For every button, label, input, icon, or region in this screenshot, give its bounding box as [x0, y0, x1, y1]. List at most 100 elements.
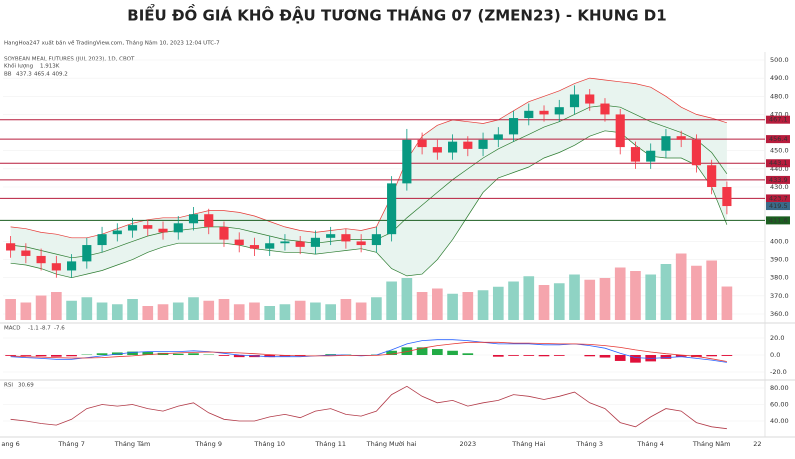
volume-bar	[569, 275, 580, 321]
macd-bar	[493, 355, 504, 357]
y-tick-label: 500.0	[770, 56, 789, 64]
candle-body	[311, 238, 320, 247]
volume-bar	[478, 290, 489, 320]
volume-bar	[676, 254, 687, 321]
candle-body	[478, 140, 487, 149]
candle-body	[616, 114, 625, 147]
candle-body	[67, 261, 76, 270]
volume-bar	[5, 299, 16, 320]
macd-bar	[706, 355, 717, 356]
macd-bar	[600, 355, 611, 358]
candle-body	[341, 234, 350, 241]
y-tick-label: 370.0	[770, 292, 789, 300]
volume-bar	[36, 296, 47, 321]
candle-body	[448, 142, 457, 153]
y-tick-label: 430.0	[770, 183, 789, 191]
candle-body	[677, 136, 686, 140]
candle-body	[113, 231, 122, 235]
x-tick-label: Tháng Mười hai	[366, 440, 417, 448]
volume-bar	[661, 264, 672, 320]
volume-bar	[356, 303, 367, 321]
y-tick-label: -20.0	[770, 368, 787, 376]
candle-body	[357, 241, 366, 245]
macd-bar	[188, 353, 199, 355]
candle-body	[524, 111, 533, 118]
volume-name: Khối lượng	[4, 63, 33, 70]
volume-bar	[386, 282, 397, 321]
volume-bar	[600, 278, 611, 320]
candle-body	[280, 241, 289, 243]
candle-body	[418, 140, 427, 147]
macd-bar	[432, 349, 443, 355]
candle-body	[219, 227, 228, 240]
volume-bar	[615, 268, 626, 321]
macd-bar	[661, 355, 672, 359]
volume-bar	[325, 304, 336, 320]
macd-signal-last: -7.6	[54, 326, 65, 332]
macd-bar	[66, 355, 77, 356]
volume-bar	[264, 306, 275, 320]
volume-bar	[691, 266, 702, 320]
macd-hist-last: -1.1	[28, 326, 39, 332]
volume-bar	[508, 282, 519, 321]
x-tick-label: Tháng Hai	[511, 440, 545, 448]
candle-body	[555, 107, 564, 114]
candle-body	[204, 214, 213, 227]
volume-bar	[417, 292, 428, 320]
volume-bar	[402, 278, 413, 320]
macd-bar	[523, 355, 534, 356]
macd-bar	[584, 355, 595, 356]
volume-bar	[295, 301, 306, 320]
y-tick-label: 20.0	[770, 334, 784, 342]
candle-body	[52, 263, 61, 270]
candle-body	[387, 183, 396, 234]
volume-bar	[249, 303, 260, 321]
volume-bar	[66, 301, 77, 320]
macd-bar	[219, 355, 230, 356]
volume-bar	[310, 303, 321, 321]
volume-bar	[21, 303, 32, 321]
x-tick-label: Tháng Năm	[692, 440, 731, 448]
candle-body	[158, 229, 167, 233]
level-label: 467.1	[769, 116, 788, 124]
level-label: 411.6	[769, 216, 788, 224]
candle-body	[433, 147, 442, 152]
y-tick-label: 40.00	[770, 417, 789, 425]
x-tick-label: Tháng 3	[575, 440, 603, 448]
bb-upper-last: 465.4	[34, 72, 50, 78]
y-tick-label: 60.00	[770, 401, 789, 409]
y-tick-label: 80.00	[770, 384, 789, 392]
publisher: HangHoa247 xuất bản về TradingView.com, …	[4, 39, 220, 47]
bb-lower-last: 409.2	[52, 72, 68, 78]
rsi-name: RSI	[4, 383, 13, 389]
x-tick-label: Tháng Tám	[114, 440, 151, 448]
macd-bar	[615, 355, 626, 361]
volume-bar	[219, 299, 230, 320]
x-tick-label: 22	[753, 440, 761, 448]
candle-body	[463, 142, 472, 149]
macd-bar	[173, 354, 184, 355]
candle-body	[402, 140, 411, 184]
level-label: 443.1	[769, 159, 788, 167]
candle-body	[494, 134, 503, 139]
volume-bar	[371, 297, 382, 320]
y-tick-label: 400.0	[770, 237, 789, 245]
candle-body	[570, 94, 579, 107]
x-tick-label: Tháng 9	[194, 440, 222, 448]
x-tick-label: Tháng 4	[636, 440, 664, 448]
volume-bar	[539, 285, 550, 320]
x-tick-label: Tháng 7	[57, 440, 85, 448]
volume-bar	[142, 306, 153, 320]
volume-bar	[554, 283, 565, 320]
candle-body	[143, 225, 152, 229]
macd-bar	[36, 355, 47, 356]
macd-name: MACD	[4, 326, 21, 332]
macd-bar	[21, 355, 32, 356]
volume-bar	[722, 287, 733, 320]
macd-bar	[508, 355, 519, 356]
volume-bar	[81, 297, 92, 320]
volume-bar	[112, 304, 123, 320]
candle-body	[265, 243, 274, 248]
symbol: SOYBEAN MEAL FUTURES (JUL 2023), 1D, CBO…	[4, 57, 135, 63]
volume-bar	[127, 299, 138, 320]
